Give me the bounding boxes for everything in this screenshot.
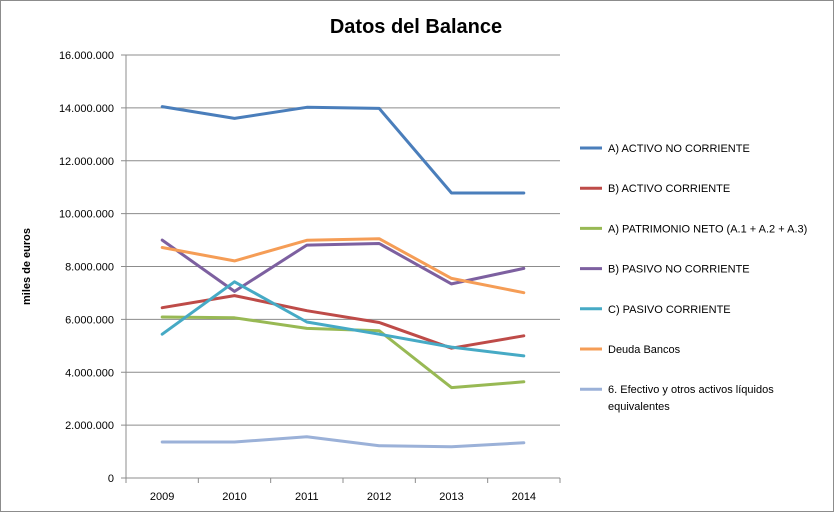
series-line-6 bbox=[160, 237, 526, 295]
x-tick-label: 2013 bbox=[439, 491, 463, 503]
legend-label: B) PASIVO NO CORRIENTE bbox=[608, 264, 750, 276]
series-line-4 bbox=[160, 238, 526, 293]
y-tick-labels: 0 2.000.000 4.000.000 6.000.000 8.000.000 10.… bbox=[59, 50, 114, 485]
legend-item: B) PASIVO NO CORRIENTE bbox=[580, 264, 750, 276]
x-tick-label: 2014 bbox=[512, 491, 536, 503]
legend-label: B) ACTIVO CORRIENTE bbox=[608, 183, 730, 195]
legend-label: equivalentes bbox=[608, 401, 670, 413]
axes bbox=[121, 54, 561, 483]
legend-label: Deuda Bancos bbox=[608, 344, 681, 356]
x-tick-label: 2009 bbox=[150, 491, 174, 503]
legend-label: 6. Efectivo y otros activos líquidos bbox=[608, 384, 774, 396]
y-tick-label: 4.000.000 bbox=[65, 367, 114, 379]
x-tick-labels: 2009 2010 2011 2012 2013 2014 bbox=[150, 491, 536, 503]
legend-label: A) PATRIMONIO NETO (A.1 + A.2 + A.3) bbox=[608, 223, 807, 235]
series-line-1 bbox=[160, 105, 526, 195]
gridlines bbox=[126, 54, 560, 426]
series-lines bbox=[160, 105, 526, 449]
y-tick-label: 14.000.000 bbox=[59, 103, 114, 115]
chart-title: Datos del Balance bbox=[330, 16, 502, 38]
legend-item: B) ACTIVO CORRIENTE bbox=[580, 183, 730, 195]
legend-item: Deuda Bancos bbox=[580, 344, 681, 356]
legend-item: A) ACTIVO NO CORRIENTE bbox=[580, 143, 750, 155]
legend: A) ACTIVO NO CORRIENTE B) ACTIVO CORRIENT… bbox=[580, 143, 807, 413]
y-tick-label: 10.000.000 bbox=[59, 209, 114, 221]
legend-label: A) ACTIVO NO CORRIENTE bbox=[608, 143, 750, 155]
legend-item: C) PASIVO CORRIENTE bbox=[580, 304, 731, 316]
x-tick-label: 2010 bbox=[222, 491, 246, 503]
y-tick-label: 8.000.000 bbox=[65, 262, 114, 274]
legend-label: C) PASIVO CORRIENTE bbox=[608, 304, 731, 316]
y-tick-label: 16.000.000 bbox=[59, 50, 114, 62]
series-line-5 bbox=[160, 280, 526, 358]
y-axis-label: miles de euros bbox=[21, 228, 33, 305]
y-tick-label: 2.000.000 bbox=[65, 420, 114, 432]
x-tick-label: 2011 bbox=[295, 491, 319, 503]
legend-item: A) PATRIMONIO NETO (A.1 + A.2 + A.3) bbox=[580, 223, 807, 235]
y-tick-label: 12.000.000 bbox=[59, 156, 114, 168]
series-line-7 bbox=[160, 435, 526, 449]
legend-item: 6. Efectivo y otros activos líquidos equi… bbox=[580, 384, 774, 413]
y-tick-label: 6.000.000 bbox=[65, 314, 114, 326]
series-line-2 bbox=[160, 294, 526, 350]
y-tick-label: 0 bbox=[108, 473, 114, 485]
x-tick-label: 2012 bbox=[367, 491, 391, 503]
